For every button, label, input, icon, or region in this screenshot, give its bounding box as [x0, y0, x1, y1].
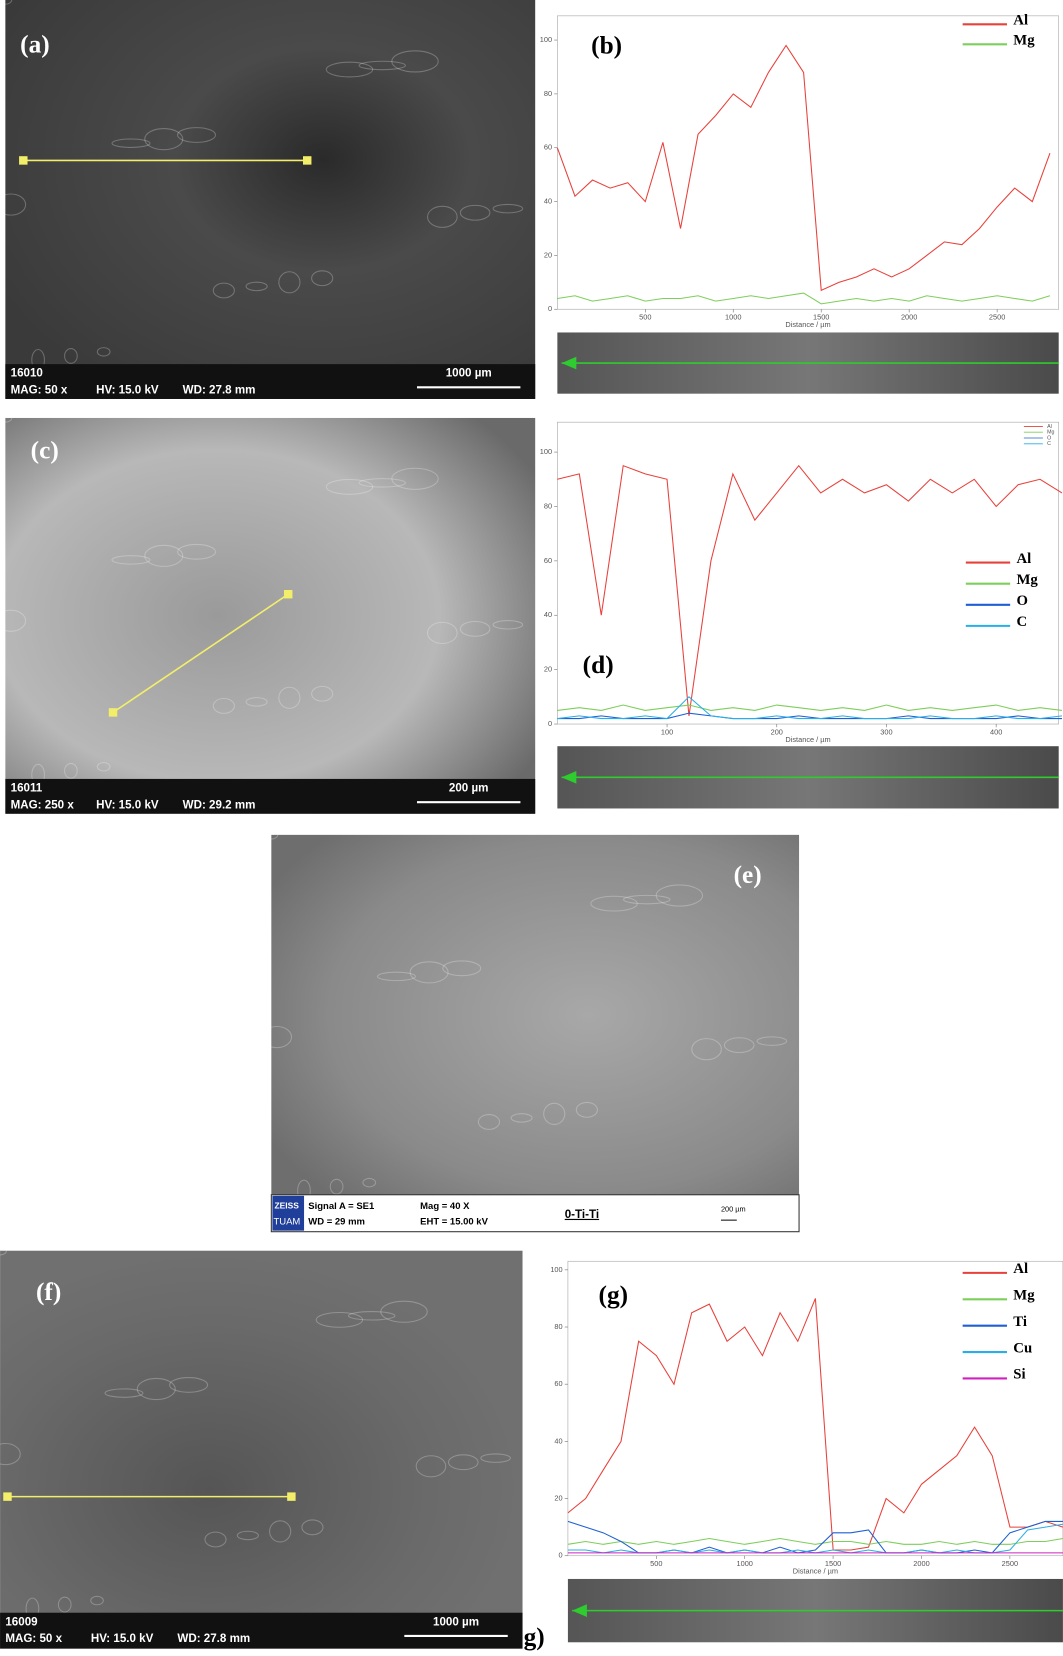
working-distance: WD: 29.2 mm: [183, 798, 256, 811]
y-tick-label: 40: [544, 610, 552, 619]
magnification: Mag = 40 X: [420, 1201, 470, 1212]
logo-top: ZEISS: [274, 1201, 299, 1211]
legend-label-small: C: [1047, 441, 1051, 447]
x-tick-label: 2500: [989, 313, 1005, 322]
x-tick-label: 100: [661, 727, 673, 736]
eht: EHT = 15.00 kV: [420, 1217, 488, 1228]
x-tick-label: 300: [880, 727, 892, 736]
panel-label: (e): [734, 861, 762, 889]
y-tick-label: 80: [554, 1322, 562, 1331]
image-id: 16011: [11, 781, 43, 794]
y-tick-label: 80: [544, 501, 552, 510]
panel-label: (c): [31, 437, 59, 465]
sample: 0-Ti-Ti: [565, 1208, 599, 1221]
y-tick-label: 100: [540, 35, 552, 44]
magnification: MAG: 250 x: [11, 798, 75, 811]
legend-label: Cu: [1013, 1340, 1032, 1356]
legend-label: O: [1016, 593, 1028, 609]
voltage: HV: 15.0 kV: [96, 384, 159, 397]
x-tick-label: 1000: [736, 1559, 752, 1568]
image-id: 16009: [5, 1615, 38, 1628]
scale-label: 200 µm: [449, 781, 489, 794]
legend-label: Al: [1013, 1261, 1028, 1277]
signal: Signal A = SE1: [308, 1201, 375, 1212]
image-id: 16010: [11, 367, 43, 380]
panel-label: (d): [583, 651, 614, 679]
figure: (a) 16010 MAG: 50 x HV: 15.0 kV WD: 27.8 mm 1…: [0, 0, 1063, 1656]
sem-image: [5, 418, 535, 814]
voltage: HV: 15.0 kV: [91, 1632, 154, 1645]
y-tick-label: 0: [548, 719, 552, 728]
sem-image: [5, 0, 535, 399]
y-tick-label: 0: [559, 1551, 563, 1560]
x-tick-label: 1000: [725, 313, 741, 322]
x-tick-label: 200: [771, 727, 783, 736]
y-tick-label: 20: [544, 665, 552, 674]
legend-label: Mg: [1013, 1287, 1035, 1303]
y-tick-label: 60: [544, 556, 552, 565]
scan-end: [287, 1492, 295, 1500]
logo-bottom: TUAM: [273, 1217, 300, 1228]
x-tick-label: 500: [639, 313, 651, 322]
working-distance: WD = 29 mm: [308, 1217, 365, 1228]
panel-label: (f): [36, 1278, 61, 1306]
y-tick-label: 60: [544, 143, 552, 152]
legend-label: Si: [1013, 1367, 1025, 1383]
x-axis-label: Distance / µm: [785, 320, 830, 329]
legend-label: Mg: [1016, 572, 1038, 588]
legend-label: Mg: [1013, 33, 1035, 49]
y-tick-label: 0: [548, 304, 552, 313]
scan-end: [284, 590, 292, 598]
y-tick-label: 60: [554, 1379, 562, 1388]
panel-label: (g): [599, 1281, 629, 1309]
x-tick-label: 500: [650, 1559, 662, 1568]
x-tick-label: 2500: [1002, 1559, 1018, 1568]
scan-start: [3, 1492, 11, 1500]
y-tick-label: 20: [544, 250, 552, 259]
x-tick-label: 2000: [901, 313, 917, 322]
working-distance: WD: 27.8 mm: [183, 384, 256, 397]
legend-label: Ti: [1013, 1314, 1027, 1330]
sem-image: [0, 1251, 522, 1649]
scale-label: 200 µm: [721, 1204, 746, 1213]
plot-frame: [557, 422, 1058, 724]
scan-end: [303, 156, 311, 164]
working-distance: WD: 27.8 mm: [177, 1632, 250, 1645]
panel-label: (b): [591, 31, 622, 59]
panel-label: (a): [20, 30, 50, 58]
scale-label: 1000 µm: [446, 367, 492, 380]
x-tick-label: 400: [990, 727, 1002, 736]
y-tick-label: 20: [554, 1494, 562, 1503]
scale-label: 1000 µm: [433, 1615, 479, 1628]
x-tick-label: 2000: [913, 1559, 929, 1568]
x-axis-label: Distance / µm: [785, 735, 830, 744]
caption: g): [524, 1623, 545, 1651]
plot-frame: [557, 16, 1058, 309]
y-tick-label: 80: [544, 89, 552, 98]
x-axis-label: Distance / µm: [793, 1567, 838, 1576]
y-tick-label: 40: [554, 1436, 562, 1445]
sem-image: [271, 835, 799, 1195]
voltage: HV: 15.0 kV: [96, 798, 159, 811]
y-tick-label: 40: [544, 197, 552, 206]
magnification: MAG: 50 x: [11, 384, 68, 397]
scan-start: [109, 708, 117, 716]
magnification: MAG: 50 x: [5, 1632, 62, 1645]
y-tick-label: 100: [540, 447, 552, 456]
legend-label: C: [1016, 614, 1027, 630]
scan-start: [19, 156, 27, 164]
legend-label: Al: [1013, 12, 1028, 28]
legend-label: Al: [1016, 551, 1031, 567]
y-tick-label: 100: [550, 1265, 562, 1274]
